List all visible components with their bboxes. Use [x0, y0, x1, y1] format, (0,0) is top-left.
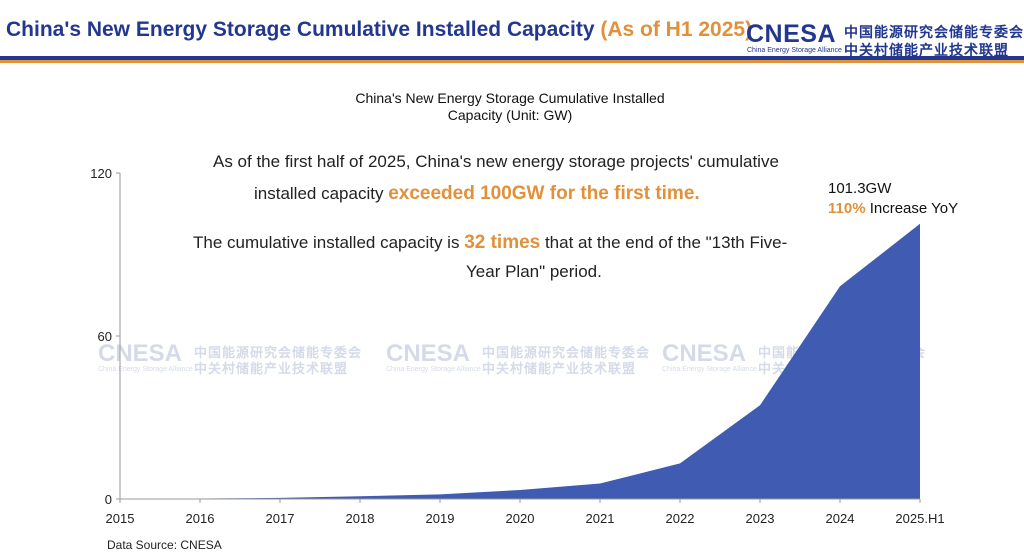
- x-tick-label: 2020: [506, 511, 535, 526]
- y-tick-label: 120: [90, 166, 112, 181]
- annotation-line4: Year Plan" period.: [466, 262, 602, 281]
- area-series: [120, 223, 920, 499]
- x-tick-label: 2022: [666, 511, 695, 526]
- x-tick-label: 2024: [826, 511, 855, 526]
- logo-chinese-line1: 中国能源研究会储能专委会: [844, 24, 1024, 40]
- page-title: China's New Energy Storage Cumulative In…: [6, 18, 753, 41]
- watermark-logo: CNESA 中国能源研究会储能专委会 中关村储能产业技术联盟 China Ene…: [386, 340, 651, 376]
- x-tick-label: 2023: [746, 511, 775, 526]
- annotation-line2: installed capacity exceeded 100GW for th…: [254, 183, 700, 204]
- peak-growth-label: 110% Increase YoY: [828, 200, 959, 217]
- x-tick-label: 2016: [186, 511, 215, 526]
- peak-value-label: 101.3GW: [828, 180, 892, 197]
- chart-title: China's New Energy Storage Cumulative In…: [355, 90, 665, 123]
- x-tick-label: 2019: [426, 511, 455, 526]
- data-source: Data Source: CNESA: [107, 538, 222, 552]
- logo-chinese-line2: 中关村储能产业技术联盟: [844, 42, 1009, 58]
- annotation-line1: As of the first half of 2025, China's ne…: [213, 152, 779, 171]
- x-tick-label: 2017: [266, 511, 295, 526]
- x-tick-label: 2015: [106, 511, 135, 526]
- x-tick-label: 2018: [346, 511, 375, 526]
- x-tick-label: 2025.H1: [895, 511, 944, 526]
- logo-subtitle: China Energy Storage Alliance: [747, 47, 842, 54]
- annotation-line3: The cumulative installed capacity is 32 …: [193, 232, 788, 253]
- cnesa-logo: CNESA China Energy Storage Alliance 中国能源…: [746, 20, 1024, 58]
- x-tick-label: 2021: [586, 511, 615, 526]
- y-tick-label: 60: [98, 329, 112, 344]
- header-divider-blue: [0, 56, 1024, 60]
- watermark-logo: CNESA 中国能源研究会储能专委会 中关村储能产业技术联盟 China Ene…: [98, 340, 363, 376]
- y-tick-label: 0: [105, 492, 112, 507]
- title-highlight: (As of H1 2025): [600, 18, 753, 41]
- logo-mark: CNESA: [746, 20, 837, 48]
- header-divider-orange: [0, 60, 1024, 63]
- header: China's New Energy Storage Cumulative In…: [0, 0, 1024, 63]
